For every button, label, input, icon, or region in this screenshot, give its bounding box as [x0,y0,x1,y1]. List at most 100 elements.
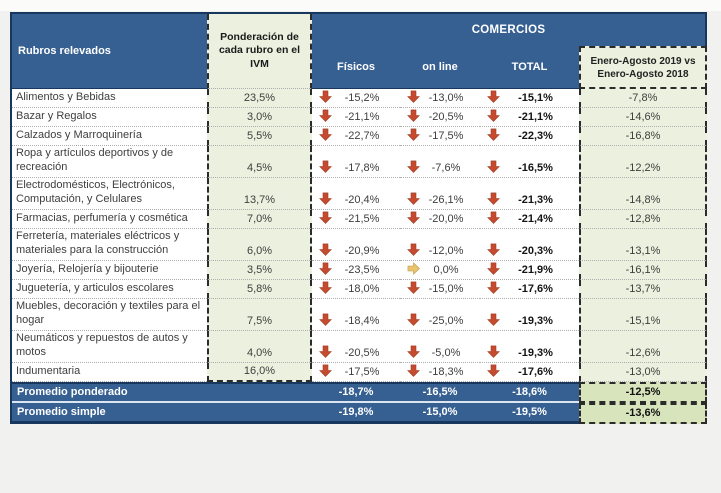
down-arrow-icon [319,192,332,205]
total-cell: -15,1% [480,89,579,108]
ponderacion-cell: 5,5% [207,127,312,146]
total-value: -21,3% [518,193,553,206]
total-value: -16,5% [518,161,553,174]
fisicos-value: -18,0% [344,282,380,295]
ponderacion-cell: 4,5% [207,146,312,178]
online-cell: -20,5% [400,108,480,127]
online-value: -26,1% [428,193,464,206]
online-cell: 0,0% [400,260,480,280]
online-value: -5,0% [431,346,461,359]
down-arrow-icon [487,364,500,377]
ytd-cell: -12,2% [579,146,707,178]
fisicos-value: -21,1% [344,111,380,123]
summary-row-label: Promedio simple [12,402,312,424]
fisicos-cell: -17,5% [312,362,400,382]
down-arrow-icon [487,243,500,256]
down-arrow-icon [319,109,332,122]
summary-total-value: -18,6% [480,381,579,403]
online-cell: -13,0% [400,89,480,108]
page-top-strip [0,0,721,11]
online-cell: -5,0% [400,330,480,363]
total-value: -17,6% [518,282,553,295]
ponderacion-header: Ponderación de cada rubro en el IVM [207,14,312,89]
summary-fisicos-value: -18,7% [312,381,400,403]
comercios-header: COMERCIOS [312,14,707,46]
summary-ytd-value: -13,6% [579,402,707,424]
fisicos-value: -22,7% [344,130,380,142]
summary-online-value: -16,5% [400,381,480,403]
down-arrow-icon [487,90,500,103]
down-arrow-icon [487,211,500,224]
ponderacion-cell: 13,7% [207,177,312,210]
down-arrow-icon [407,211,420,224]
down-arrow-icon [407,128,420,141]
fisicos-value: -20,9% [344,244,380,257]
online-cell: -26,1% [400,177,480,210]
online-header: on line [400,46,480,89]
ytd-cell: -13,7% [579,279,707,299]
down-arrow-icon [407,313,420,326]
total-cell: -22,3% [480,127,579,146]
online-value: -20,0% [428,212,464,225]
down-arrow-icon [319,90,332,103]
down-arrow-icon [407,364,420,377]
ytd-period-header: Enero-Agosto 2019 vs Enero-Agosto 2018 [579,46,707,89]
ytd-period-line1: Enero-Agosto 2019 vs [590,55,696,67]
ytd-cell: -12,8% [579,209,707,229]
down-arrow-icon [487,281,500,294]
rubro-name-cell: Alimentos y Bebidas [12,89,207,108]
down-arrow-icon [487,313,500,326]
online-value: -20,5% [428,111,464,123]
ytd-cell: -13,1% [579,228,707,261]
rubro-name-cell: Ferretería, materiales eléctricos y mate… [12,228,207,261]
rubro-name-cell: Muebles, decoración y textiles para el h… [12,298,207,331]
down-arrow-icon [407,109,420,122]
total-value: -17,6% [518,365,553,378]
total-cell: -21,3% [480,177,579,210]
fisicos-cell: -22,7% [312,127,400,146]
down-arrow-icon [319,345,332,358]
online-value: -12,0% [428,244,464,257]
ytd-cell: -15,1% [579,298,707,331]
online-cell: -17,5% [400,127,480,146]
total-cell: -16,5% [480,146,579,178]
rubro-name-cell: Bazar y Regalos [12,108,207,127]
summary-total-value: -19,5% [480,402,579,424]
down-arrow-icon [319,211,332,224]
total-cell: -20,3% [480,228,579,261]
down-arrow-icon [319,160,332,173]
summary-fisicos-value: -19,8% [312,402,400,424]
ponderacion-cell: 7,5% [207,298,312,331]
fisicos-value: -18,4% [344,314,380,327]
ponderacion-cell: 5,8% [207,279,312,299]
down-arrow-icon [407,243,420,256]
down-arrow-icon [407,281,420,294]
down-arrow-icon [487,128,500,141]
online-value: -7,6% [431,161,461,174]
rubro-name-cell: Electrodomésticos, Electrónicos, Computa… [12,177,207,210]
total-cell: -21,1% [480,108,579,127]
down-arrow-icon [407,192,420,205]
rubro-name-cell: Indumentaria [12,362,207,382]
down-arrow-icon [407,345,420,358]
down-arrow-icon [319,364,332,377]
total-value: -19,3% [518,346,553,359]
fisicos-cell: -15,2% [312,89,400,108]
fisicos-value: -17,8% [344,161,380,174]
fisicos-cell: -20,5% [312,330,400,363]
total-value: -19,3% [518,314,553,327]
ytd-cell: -7,8% [579,89,707,108]
ponderacion-cell: 23,5% [207,89,312,108]
fisicos-cell: -18,4% [312,298,400,331]
total-cell: -19,3% [480,330,579,363]
down-arrow-icon [487,192,500,205]
rubro-name-cell: Farmacias, perfumería y cosmética [12,209,207,229]
summary-ytd-value: -12,5% [579,381,707,403]
online-cell: -7,6% [400,146,480,178]
total-value: -21,4% [518,212,553,225]
fisicos-cell: -18,0% [312,279,400,299]
down-arrow-icon [319,281,332,294]
fisicos-cell: -20,9% [312,228,400,261]
ponderacion-cell: 6,0% [207,228,312,261]
